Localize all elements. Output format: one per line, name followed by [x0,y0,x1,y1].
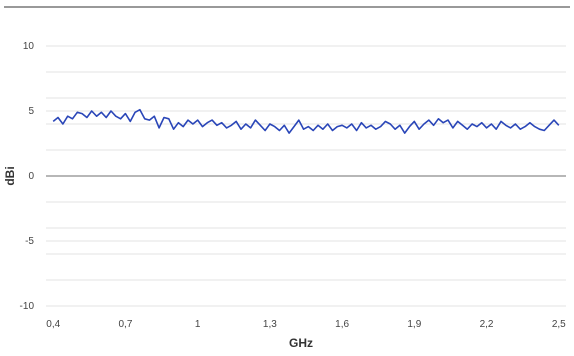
y-tick-label: 10 [23,41,35,52]
x-tick-labels: 0,4 0,7 1 1,3 1,6 1,9 2,2 2,5 [46,319,566,330]
x-tick-label: 2,2 [480,319,494,330]
series-line-0 [52,108,560,134]
x-tick-label: 1,9 [407,319,421,330]
x-tick-label: 1,3 [263,319,277,330]
y-tick-labels: 10 5 0 -5 -10 [20,41,35,312]
x-tick-label: 0,7 [118,319,132,330]
gridlines [46,45,566,307]
y-axis-title: dBi [3,166,17,185]
y-tick-label: -5 [25,236,34,247]
x-tick-label: 0,4 [46,319,60,330]
series-layer [52,108,560,134]
y-tick-label: 0 [28,171,34,182]
y-tick-label: -10 [20,301,35,312]
y-tick-label: 5 [28,106,34,117]
x-tick-label: 1,6 [335,319,349,330]
x-tick-label: 2,5 [552,319,566,330]
x-axis-title: GHz [289,336,313,350]
x-tick-label: 1 [195,319,201,330]
